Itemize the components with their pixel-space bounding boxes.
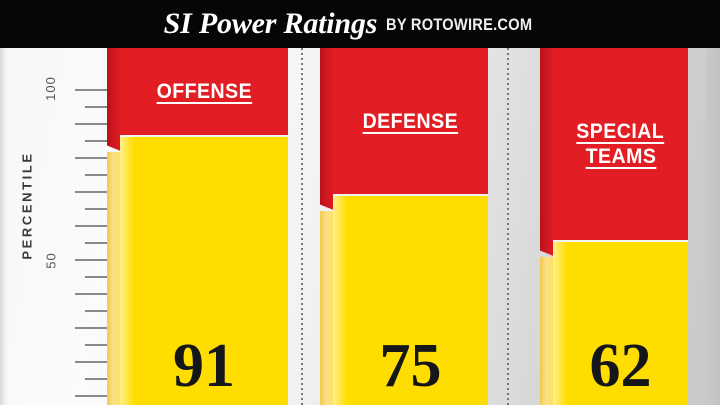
y-axis-tick [85,378,110,380]
y-axis-tick [75,361,110,363]
bar-offense-label: OFFENSE [120,48,288,135]
bar-special-teams-side-body [540,257,556,405]
bar-offense-label-line-0: OFFENSE [156,80,252,103]
header-byline: BY ROTOWIRE.COM [386,14,533,34]
bar-offense-side-face [107,48,123,405]
right-edge-strip [706,48,720,405]
bar-special-teams-label-line-0: SPECIAL [576,120,665,143]
y-axis-title: PERCENTILE [19,151,35,260]
page-title: SI Power Ratings [163,7,378,40]
y-axis-tick [75,327,110,329]
header-bar: SI Power Ratings BY ROTOWIRE.COM [0,0,720,48]
y-axis-tick [75,89,110,91]
bar-special-teams-value: 62 [589,332,652,400]
y-axis-tick [75,191,110,193]
category-separator-1 [301,48,303,405]
y-axis-tick [75,123,110,125]
bar-offense-side-body [107,152,123,405]
bar-special-teams-label: SPECIAL TEAMS [553,48,688,240]
y-axis-tick [85,140,110,142]
y-axis-label-50: 50 [43,252,59,269]
y-axis-tick [75,157,110,159]
y-axis-tick [85,174,110,176]
bar-defense-side-body [320,211,336,405]
bar-defense-label-line-0: DEFENSE [362,109,459,133]
bar-offense-cap: OFFENSE [120,48,288,137]
y-axis-tick [85,276,110,278]
bar-defense-value: 75 [379,332,442,400]
chart-plot-area: PERCENTILE 100 50 OFFENSE 91 [0,48,720,405]
bar-special-teams: SPECIAL TEAMS 62 [540,48,688,405]
y-axis-tick [75,395,110,397]
bar-special-teams-label-line-1: TEAMS [585,145,656,168]
y-axis-tick [75,225,110,227]
bar-special-teams-side-face [540,48,556,405]
bar-defense: DEFENSE 75 [320,48,488,405]
y-axis-tick [85,242,110,244]
bar-defense-label: DEFENSE [333,48,488,194]
category-separator-2 [507,48,509,405]
bar-defense-side-face [320,48,336,405]
bar-offense-value: 91 [173,332,235,400]
left-edge-strip [0,48,8,405]
y-axis-tick [85,310,110,312]
y-axis-label-100: 100 [42,76,58,101]
y-axis-tick [85,106,110,108]
bar-special-teams-cap: SPECIAL TEAMS [553,48,688,242]
y-axis-tick [75,293,110,295]
bar-offense: OFFENSE 91 [107,48,288,405]
y-axis-tick [85,208,110,210]
y-axis-tick [75,259,110,261]
bar-defense-cap: DEFENSE [333,48,488,196]
bar-offense-gloss [120,48,134,405]
y-axis-tick [85,344,110,346]
